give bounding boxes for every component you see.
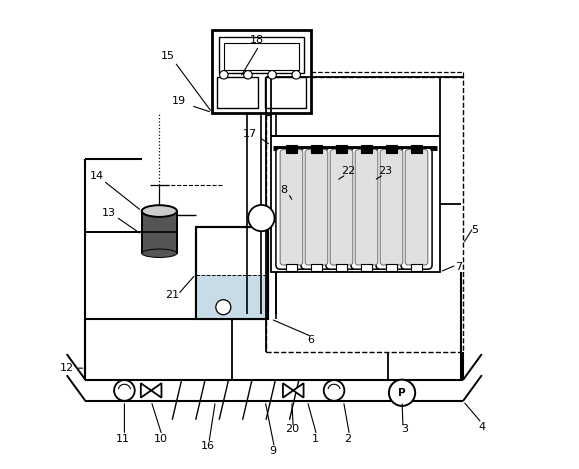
Bar [142,211,177,253]
Text: 19: 19 [172,96,186,106]
Circle shape [389,380,415,406]
Circle shape [219,71,228,79]
Text: 21: 21 [165,290,179,301]
Text: 3: 3 [401,424,408,434]
Circle shape [114,380,135,401]
FancyBboxPatch shape [355,150,378,265]
Bar [196,227,269,319]
Text: 23: 23 [379,166,393,176]
Bar [265,76,306,108]
Text: 18: 18 [250,35,263,45]
Bar [336,264,347,271]
Text: 15: 15 [160,51,174,61]
Text: 13: 13 [102,208,116,219]
Text: 22: 22 [341,166,356,176]
Text: 12: 12 [60,363,74,373]
Circle shape [248,205,274,231]
Bar [286,264,297,271]
Text: 11: 11 [116,433,130,444]
Circle shape [216,300,231,315]
Text: 9: 9 [269,446,277,456]
Text: 16: 16 [200,441,214,452]
Text: 20: 20 [285,424,299,434]
Text: P: P [398,388,406,398]
FancyBboxPatch shape [405,150,428,265]
Bar [224,43,299,70]
Bar [361,145,372,153]
FancyBboxPatch shape [276,148,307,269]
FancyBboxPatch shape [351,148,382,269]
Text: 2: 2 [345,433,351,444]
Circle shape [324,380,345,401]
Text: 1: 1 [312,433,319,444]
Circle shape [244,71,252,79]
Polygon shape [151,383,162,398]
Bar [266,77,463,352]
Bar [196,275,269,319]
Text: 4: 4 [478,422,485,432]
Bar [212,30,310,113]
Text: 8: 8 [280,185,287,195]
Bar [196,227,269,319]
Bar [311,264,322,271]
Text: 7: 7 [455,262,462,272]
Bar [386,264,397,271]
Bar [336,145,347,153]
FancyBboxPatch shape [376,148,407,269]
FancyBboxPatch shape [330,150,353,265]
Bar [219,37,303,73]
FancyBboxPatch shape [401,148,432,269]
FancyBboxPatch shape [326,148,357,269]
Bar [411,264,422,271]
Text: 14: 14 [90,171,104,181]
Text: 10: 10 [153,433,167,444]
Polygon shape [293,383,303,398]
FancyBboxPatch shape [280,150,303,265]
Text: 5: 5 [471,225,478,235]
Circle shape [268,71,276,79]
Circle shape [292,71,301,79]
Text: 17: 17 [243,129,256,139]
FancyBboxPatch shape [305,150,328,265]
FancyBboxPatch shape [301,148,332,269]
Bar [361,264,372,271]
Bar [411,145,422,153]
Ellipse shape [142,205,177,217]
Polygon shape [283,383,293,398]
Bar [271,136,439,272]
Bar [217,76,258,108]
Bar [286,145,297,153]
FancyBboxPatch shape [380,150,403,265]
Ellipse shape [142,249,177,257]
Polygon shape [141,383,151,398]
Bar [386,145,397,153]
Text: 6: 6 [307,335,314,345]
Bar [311,145,322,153]
